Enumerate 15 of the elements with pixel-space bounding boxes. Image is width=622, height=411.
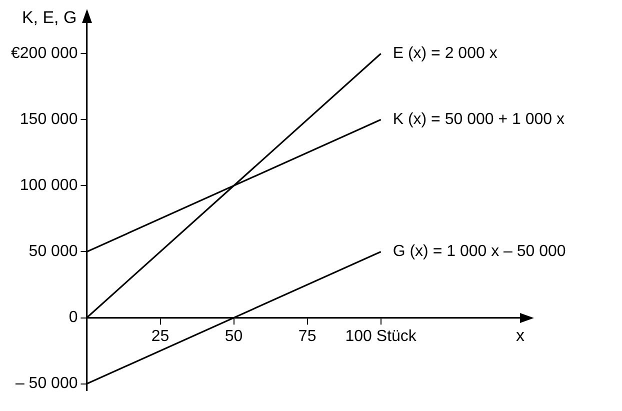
y-tick-label: 150 000 xyxy=(20,111,78,128)
x-tick-label: 100 Stück xyxy=(345,328,418,345)
x-tick-label: 25 xyxy=(151,328,170,345)
y-tick-label: – 50 000 xyxy=(15,375,78,392)
series-label: G (x) = 1 000 x – 50 000 xyxy=(392,243,566,260)
y-tick-label: 0 xyxy=(68,309,78,326)
y-tick-label: €200 000 xyxy=(11,45,78,62)
series-label: E (x) = 2 000 x xyxy=(392,45,498,62)
y-tick-label: 100 000 xyxy=(20,177,78,194)
series-label: K (x) = 50 000 + 1 000 x xyxy=(392,111,565,128)
x-tick-label: 50 xyxy=(224,328,243,345)
x-axis-title: x xyxy=(516,326,525,345)
y-axis-title: K, E, G xyxy=(22,8,77,28)
x-tick-label: 75 xyxy=(298,328,316,345)
y-tick-label: 50 000 xyxy=(28,243,78,260)
